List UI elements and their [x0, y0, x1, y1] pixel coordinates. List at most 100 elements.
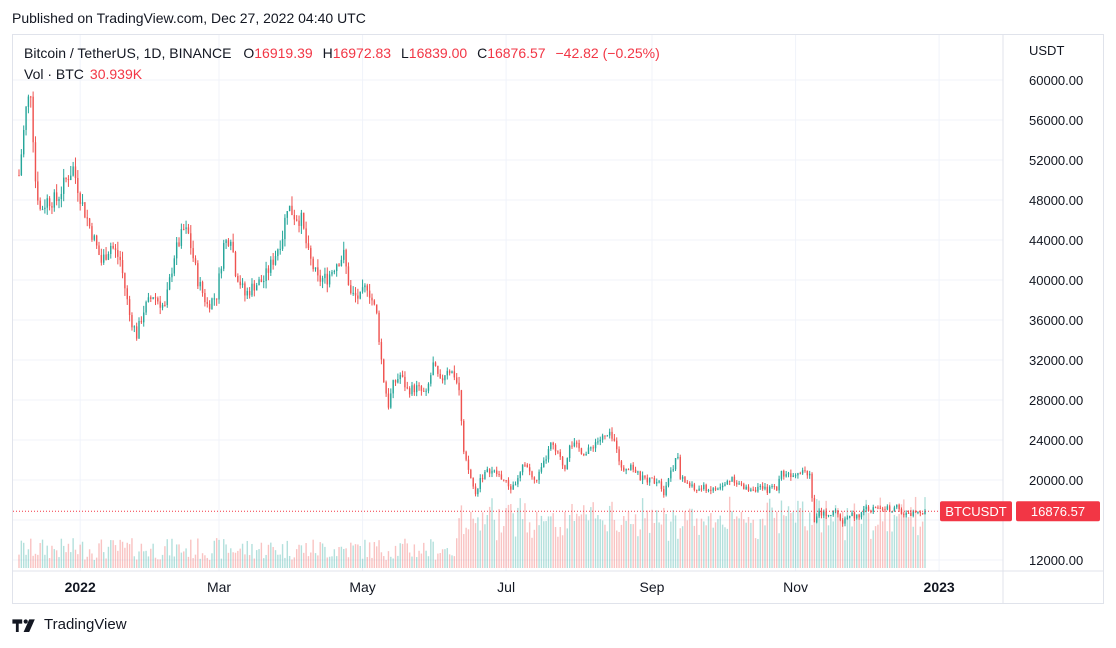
candle-body[interactable] [592, 447, 594, 449]
candle-body[interactable] [159, 301, 161, 308]
candle-body[interactable] [491, 470, 493, 474]
candle-body[interactable] [477, 488, 479, 495]
candle-body[interactable] [794, 475, 797, 477]
candle-body[interactable] [641, 475, 644, 481]
candle-body[interactable] [867, 506, 870, 511]
candle-body[interactable] [771, 486, 773, 488]
candle-body[interactable] [354, 292, 357, 296]
candle-body[interactable] [696, 490, 698, 492]
candle-body[interactable] [841, 520, 844, 524]
candle-body[interactable] [58, 199, 60, 202]
candle-body[interactable] [557, 451, 559, 453]
candle-body[interactable] [703, 484, 705, 490]
candle-body[interactable] [754, 489, 757, 492]
candle-body[interactable] [23, 129, 25, 155]
candle-body[interactable] [917, 512, 919, 514]
candle-body[interactable] [881, 508, 884, 510]
candle-body[interactable] [517, 478, 519, 485]
candle-body[interactable] [644, 475, 646, 478]
candle-body[interactable] [498, 474, 500, 476]
candle-body[interactable] [143, 312, 145, 323]
candle-body[interactable] [248, 290, 251, 296]
candle-body[interactable] [663, 488, 665, 496]
candle-body[interactable] [241, 283, 244, 286]
candle-body[interactable] [173, 258, 176, 274]
candle-body[interactable] [84, 202, 86, 218]
candle-body[interactable] [270, 259, 272, 273]
candle-body[interactable] [399, 374, 401, 380]
candle-body[interactable] [300, 212, 303, 226]
candle-body[interactable] [573, 442, 576, 447]
candle-body[interactable] [611, 431, 613, 439]
candle-body[interactable] [761, 485, 764, 489]
candle-body[interactable] [707, 489, 710, 492]
candle-body[interactable] [434, 362, 437, 366]
candle-body[interactable] [51, 206, 53, 208]
candle-body[interactable] [736, 482, 738, 485]
candle-body[interactable] [627, 469, 630, 471]
candle-body[interactable] [72, 166, 74, 176]
candle-body[interactable] [187, 227, 190, 234]
candle-body[interactable] [305, 228, 307, 244]
candle-body[interactable] [848, 515, 851, 518]
candle-body[interactable] [785, 474, 787, 477]
candle-body[interactable] [797, 473, 799, 476]
candle-body[interactable] [206, 302, 208, 304]
candle-body[interactable] [110, 245, 112, 254]
candle-body[interactable] [117, 250, 119, 257]
volume-label[interactable]: Vol · BTC [24, 66, 84, 82]
candle-body[interactable] [656, 482, 658, 484]
candle-body[interactable] [453, 371, 456, 378]
candle-body[interactable] [898, 504, 900, 510]
candle-body[interactable] [183, 229, 185, 231]
candle-body[interactable] [639, 471, 641, 481]
candle-body[interactable] [74, 166, 77, 179]
candle-body[interactable] [319, 275, 321, 282]
candle-body[interactable] [267, 268, 270, 273]
candle-body[interactable] [451, 371, 453, 374]
candle-body[interactable] [564, 465, 566, 470]
candle-body[interactable] [246, 290, 248, 296]
candle-body[interactable] [95, 235, 98, 246]
candle-body[interactable] [714, 488, 717, 490]
candle-body[interactable] [738, 483, 740, 485]
candle-body[interactable] [317, 267, 319, 276]
candle-body[interactable] [853, 512, 856, 519]
candle-body[interactable] [910, 513, 912, 516]
candle-body[interactable] [787, 473, 790, 475]
candle-body[interactable] [728, 480, 731, 482]
candle-body[interactable] [380, 342, 383, 360]
candle-body[interactable] [390, 393, 392, 408]
candle-body[interactable] [265, 268, 267, 281]
candle-body[interactable] [112, 245, 114, 249]
candle-body[interactable] [870, 510, 872, 512]
candle-body[interactable] [37, 181, 39, 201]
candle-body[interactable] [924, 511, 926, 515]
candle-body[interactable] [121, 260, 124, 274]
candle-body[interactable] [630, 464, 632, 470]
candle-body[interactable] [865, 506, 867, 509]
candle-body[interactable] [684, 476, 686, 483]
candle-body[interactable] [540, 467, 543, 472]
candle-body[interactable] [154, 297, 157, 299]
candle-body[interactable] [672, 469, 674, 471]
candle-body[interactable] [232, 241, 234, 253]
candle-body[interactable] [383, 359, 385, 383]
candle-body[interactable] [667, 478, 670, 486]
candle-body[interactable] [653, 478, 656, 484]
candle-body[interactable] [538, 471, 540, 481]
candle-body[interactable] [888, 506, 891, 512]
candle-body[interactable] [839, 514, 841, 521]
candle-body[interactable] [813, 498, 816, 523]
candle-body[interactable] [208, 303, 211, 310]
candle-body[interactable] [896, 504, 898, 508]
candle-body[interactable] [404, 376, 406, 388]
brand-name[interactable]: TradingView [44, 616, 127, 633]
candle-body[interactable] [197, 263, 199, 287]
candle-body[interactable] [126, 288, 128, 300]
candle-body[interactable] [514, 484, 517, 486]
candle-body[interactable] [307, 243, 310, 249]
candle-body[interactable] [230, 241, 232, 246]
chart-frame[interactable]: 12000.00 20000.00 24000.00 28000.00 32000.00… [12, 34, 1104, 604]
candle-body[interactable] [550, 442, 552, 450]
